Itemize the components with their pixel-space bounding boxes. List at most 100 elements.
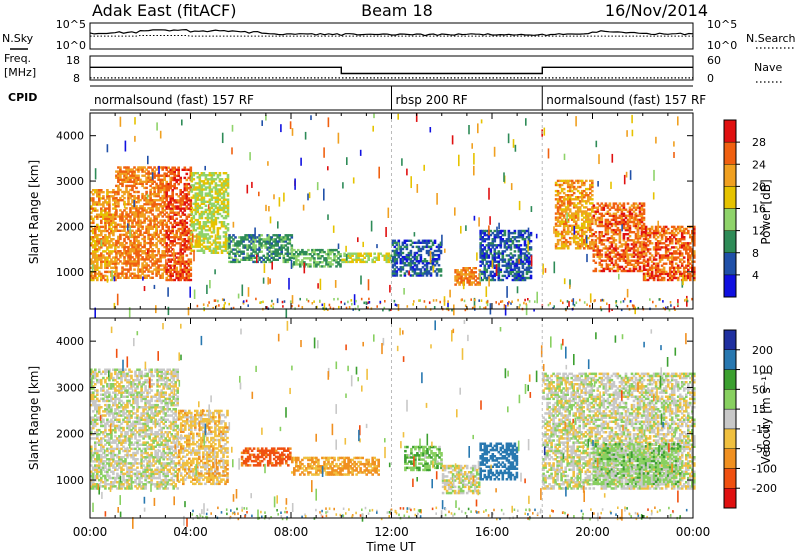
freq-unit-label: [MHz]: [4, 66, 36, 79]
heatmap-cell: [682, 248, 686, 251]
heatmap-cell: [141, 272, 144, 275]
heatmap-cell: [636, 255, 640, 258]
heatmap-cell: [159, 237, 162, 241]
heatmap-cell: [92, 219, 95, 222]
heatmap-cell: [141, 252, 144, 255]
heatmap-cell: [151, 235, 154, 239]
heatmap-cell: [429, 262, 433, 265]
heatmap-cell: [185, 246, 189, 249]
heatmap-cell: [335, 248, 338, 252]
heatmap-cell: [125, 252, 128, 255]
heatmap-cell: [129, 217, 132, 220]
heatmap-cell: [202, 233, 206, 236]
heatmap-cell: [580, 245, 584, 248]
heatmap-cell: [104, 242, 107, 245]
heatmap-cell: [612, 251, 616, 254]
heatmap-cell: [127, 213, 130, 216]
heatmap-cell: [198, 206, 202, 210]
heatmap-cell: [642, 278, 646, 282]
heatmap-cell: [92, 254, 95, 257]
heatmap-cell: [437, 249, 441, 253]
heatmap-cell: [179, 178, 182, 182]
heatmap-cell: [228, 238, 231, 241]
heatmap-cell: [614, 214, 618, 217]
heatmap-cell: [608, 245, 612, 248]
heatmap-cell: [121, 245, 124, 249]
heatmap-cell: [210, 231, 214, 234]
heatmap-cell: [589, 202, 592, 205]
heatmap-cell: [121, 233, 124, 237]
heatmap-cell: [419, 258, 423, 261]
heatmap-cell: [395, 251, 399, 255]
heatmap-cell: [556, 200, 560, 203]
heatmap-cell: [393, 268, 397, 271]
heatmap-cell: [660, 242, 664, 245]
heatmap-cell: [489, 278, 493, 282]
heatmap-cell: [566, 194, 570, 197]
heatmap-cell: [560, 232, 564, 236]
heatmap-cell: [238, 242, 241, 245]
heatmap-cell: [216, 188, 220, 191]
heatmap-cell: [591, 179, 594, 183]
heatmap-cell: [405, 253, 409, 257]
heatmap-cell: [208, 216, 212, 220]
cpid-segment-label: normalsound (fast) 157 RF: [94, 93, 254, 107]
heatmap-sparse-cell: [143, 286, 146, 292]
heatmap-cell: [270, 256, 273, 259]
heatmap-cell: [682, 246, 686, 249]
heatmap-cell: [175, 207, 178, 210]
heatmap-cell: [145, 262, 148, 265]
heatmap-sparse-cell: [479, 272, 481, 283]
heatmap-cell: [167, 203, 170, 206]
heatmap-cell: [210, 216, 214, 220]
heatmap-cell: [644, 254, 648, 257]
heatmap-sparse-cell: [575, 116, 577, 127]
heatmap-cell: [391, 272, 395, 275]
heatmap-cell: [228, 242, 231, 245]
heatmap-cell: [616, 257, 620, 260]
heatmap-cell: [119, 229, 122, 232]
heatmap-cell: [163, 229, 166, 232]
heatmap-cell: [179, 270, 182, 274]
heatmap-cell: [163, 268, 166, 271]
heatmap-cell: [173, 238, 176, 241]
heatmap-cell: [691, 266, 694, 269]
heatmap-cell: [147, 178, 150, 181]
heatmap-cell: [454, 277, 457, 280]
heatmap-cell: [115, 209, 118, 212]
heatmap-cell: [685, 276, 688, 280]
heatmap-cell: [198, 204, 202, 207]
heatmap-cell: [117, 176, 120, 179]
heatmap-cell: [325, 263, 328, 266]
heatmap-cell: [163, 176, 166, 179]
heatmap-sparse-cell: [308, 192, 311, 199]
heatmap-sparse-cell: [458, 154, 460, 167]
heatmap-cell: [321, 250, 324, 254]
heatmap-cell: [472, 271, 475, 274]
heatmap-cell: [606, 247, 610, 250]
heatmap-cell: [100, 260, 103, 263]
heatmap-cell: [196, 192, 200, 195]
heatmap-cell: [614, 222, 618, 226]
heatmap-cell: [618, 202, 622, 205]
heatmap-cell: [620, 216, 624, 220]
heatmap-cell: [165, 250, 168, 253]
heatmap-cell: [670, 246, 674, 249]
heatmap-cell: [137, 166, 140, 169]
heatmap-cell: [248, 234, 251, 237]
heatmap-cell: [682, 244, 686, 247]
heatmap-cell: [474, 275, 477, 278]
heatmap-cell: [153, 221, 156, 224]
heatmap-cell: [181, 244, 185, 247]
heatmap-cell: [147, 241, 150, 245]
heatmap-cell: [464, 273, 467, 276]
heatmap-cell: [165, 195, 168, 198]
heatmap-cell: [196, 206, 200, 210]
heatmap-cell: [115, 205, 118, 208]
heatmap-cell: [280, 238, 283, 241]
heatmap-cell: [632, 263, 636, 266]
heatmap-cell: [165, 248, 168, 251]
heatmap-cell: [479, 242, 482, 245]
heatmap-cell: [183, 182, 187, 186]
heatmap-cell: [149, 221, 152, 224]
